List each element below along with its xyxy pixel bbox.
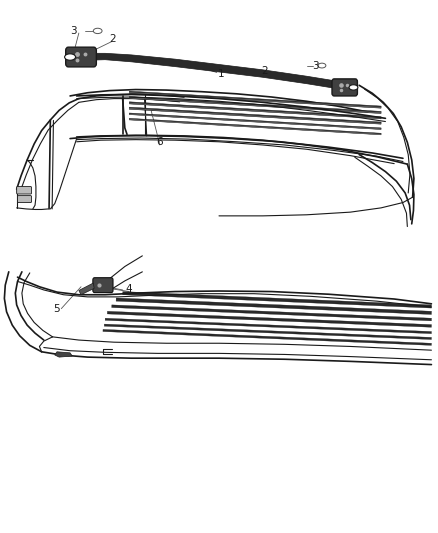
Polygon shape (129, 107, 381, 124)
Text: 5: 5 (53, 304, 60, 313)
Polygon shape (104, 324, 431, 340)
Ellipse shape (65, 54, 75, 60)
Polygon shape (55, 352, 72, 357)
Ellipse shape (349, 85, 358, 90)
FancyBboxPatch shape (93, 278, 113, 293)
Text: 4: 4 (126, 285, 133, 294)
FancyBboxPatch shape (17, 187, 32, 194)
Polygon shape (129, 96, 381, 114)
Text: 3: 3 (312, 61, 319, 70)
Text: 2: 2 (110, 34, 117, 44)
Polygon shape (112, 305, 431, 321)
Polygon shape (129, 118, 381, 135)
Text: 6: 6 (156, 138, 163, 147)
Polygon shape (129, 102, 381, 119)
Text: 2: 2 (261, 67, 268, 76)
Ellipse shape (318, 63, 326, 68)
Polygon shape (79, 283, 94, 295)
Ellipse shape (93, 28, 102, 34)
Polygon shape (129, 113, 381, 130)
Polygon shape (103, 329, 431, 345)
Polygon shape (105, 318, 431, 334)
Polygon shape (123, 292, 431, 308)
Polygon shape (116, 298, 431, 314)
Polygon shape (107, 311, 431, 327)
Polygon shape (129, 91, 381, 108)
FancyBboxPatch shape (66, 47, 96, 67)
Polygon shape (74, 53, 348, 92)
Text: 1: 1 (218, 69, 225, 78)
Text: 3: 3 (70, 26, 77, 36)
FancyBboxPatch shape (18, 196, 32, 203)
FancyBboxPatch shape (332, 79, 357, 96)
